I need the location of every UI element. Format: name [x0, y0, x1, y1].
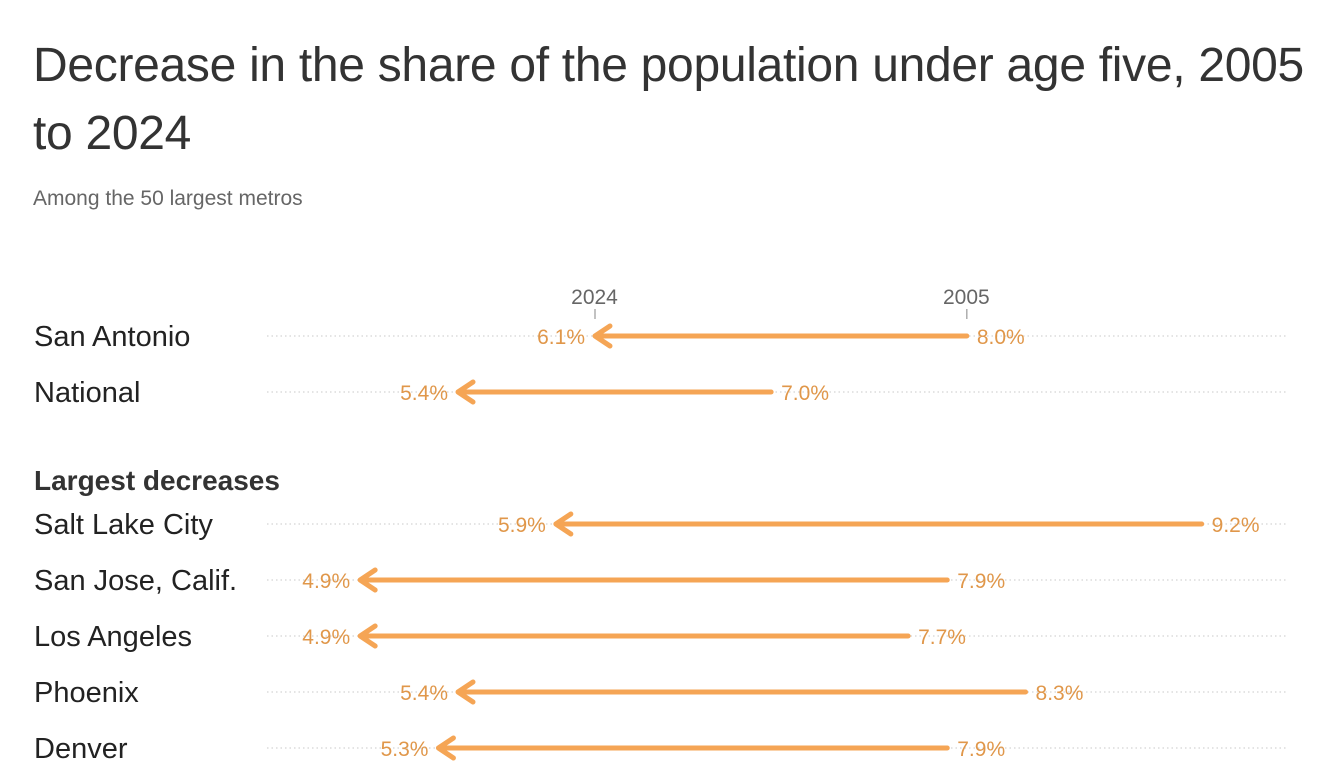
axis-marker-label: 2024 [571, 286, 618, 309]
value-label-2005: 7.9% [957, 738, 1005, 761]
arrow-head [553, 511, 574, 537]
value-label-2024: 4.9% [302, 626, 350, 649]
axis-marker-label: 2005 [943, 286, 990, 309]
row-label: National [34, 377, 140, 409]
arrow-head [357, 623, 378, 649]
arrow-head [435, 735, 456, 761]
value-label-2024: 5.4% [400, 682, 448, 705]
value-label-2005: 9.2% [1212, 514, 1260, 537]
value-label-2005: 8.0% [977, 326, 1025, 349]
row-label: Salt Lake City [34, 509, 213, 541]
chart-title: Decrease in the share of the population … [33, 39, 1304, 160]
row-label: San Jose, Calif. [34, 565, 237, 597]
value-label-2005: 7.7% [918, 626, 966, 649]
value-label-2024: 5.3% [381, 738, 429, 761]
value-label-2024: 6.1% [537, 326, 585, 349]
row-label: Phoenix [34, 677, 139, 709]
value-label-2024: 4.9% [302, 570, 350, 593]
row-label: San Antonio [34, 321, 190, 353]
arrow-head [592, 323, 613, 349]
row-label: Los Angeles [34, 621, 192, 653]
value-label-2005: 7.0% [781, 382, 829, 405]
row-label: Denver [34, 733, 128, 765]
arrow-head [357, 567, 378, 593]
group-label: Largest decreases [34, 465, 280, 496]
value-label-2005: 7.9% [957, 570, 1005, 593]
arrow-head [455, 679, 476, 705]
value-label-2024: 5.4% [400, 382, 448, 405]
value-label-2024: 5.9% [498, 514, 546, 537]
arrow-head [455, 379, 476, 405]
value-label-2005: 8.3% [1036, 682, 1084, 705]
chart-subtitle: Among the 50 largest metros [33, 187, 303, 210]
arrow-chart: 2024 2005 Largest decreases San Antonio 6.1%… [34, 286, 1288, 765]
